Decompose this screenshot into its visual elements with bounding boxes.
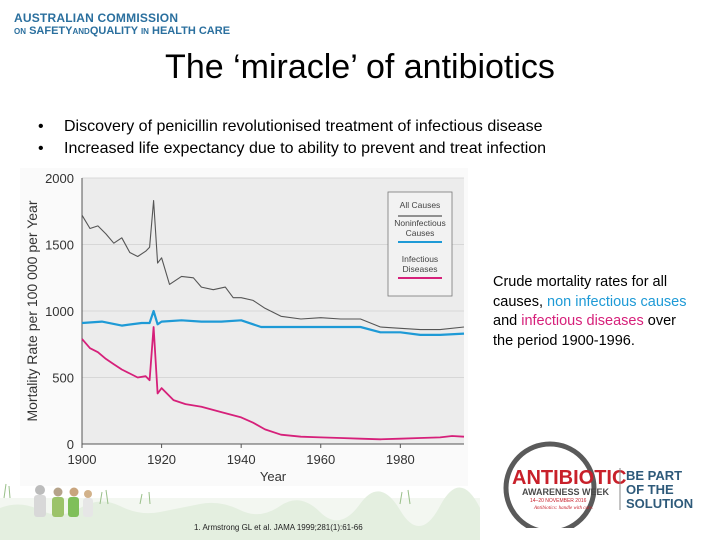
bullet-text: Discovery of penicillin revolutionised t… [64, 118, 543, 135]
commission-logo: AUSTRALIAN COMMISSION ON SAFETYANDQUALIT… [14, 12, 230, 38]
slogan-line-2: OF THE [626, 482, 674, 497]
bullet-dot: • [38, 118, 44, 135]
badge-word-antibiotic: ANTIBIOTIC [512, 467, 626, 489]
series-lines [81, 200, 465, 441]
caption-part-1: Crude mortality rates for all causes, [493, 274, 668, 310]
legend-entry: Noninfectious Causes [394, 218, 446, 238]
capsule-icon [503, 441, 597, 528]
bullet-item: • Discovery of penicillin revolutionised … [38, 116, 546, 138]
legend-entry: All Causes [400, 200, 441, 210]
slogan-line-1: BE PART [626, 468, 682, 483]
x-tick-label: 1920 [147, 452, 176, 467]
footer-illustration [0, 483, 480, 540]
chart-caption: Crude mortality rates for all causes, no… [493, 273, 693, 351]
legend: All Causes Noninfectious Causes Infectious D… [387, 191, 453, 297]
awareness-week-badge: ANTIBIOTIC AWARENESS WEEK 14–20 NOVEMBER… [503, 441, 693, 528]
x-tick-label: 1900 [68, 452, 97, 467]
logo-line-2: ON SAFETYANDQUALITY IN HEALTH CARE [14, 25, 230, 38]
bullet-list: • Discovery of penicillin revolutionised … [38, 116, 546, 160]
badge-tagline: Antibiotics: handle with care. [533, 506, 593, 511]
bullet-dot: • [38, 140, 44, 157]
logo-word-quality: QUALITY [89, 25, 138, 37]
logo-word-health-care: HEALTH CARE [152, 25, 231, 37]
bullet-text: Increased life expectancy due to ability… [64, 140, 547, 157]
tick-labels: 0 500 1000 1500 2000 1900 1920 1940 1960 1980 [45, 171, 415, 467]
x-axis-label: Year [260, 469, 287, 484]
slide-title: The ‘miracle’ of antibiotics [165, 48, 555, 86]
mortality-chart: 0 500 1000 1500 2000 1900 1920 1940 1960 1980 Mor… [20, 168, 468, 486]
series-all-causes [81, 200, 465, 331]
y-tick-label: 500 [52, 371, 74, 386]
legend-entry: Infectious Diseases [402, 254, 438, 274]
citation: 1. Armstrong GL et al. JAMA 1999;281(1):… [194, 523, 363, 532]
caption-part-5: over the period 1900-1996. [493, 313, 676, 349]
caption-infectious: infectious diseases [521, 313, 644, 329]
bullet-item: • Increased life expectancy due to abilit… [38, 138, 546, 160]
y-tick-label: 0 [67, 437, 74, 452]
people-icon [34, 485, 93, 517]
slogan-line-3: SOLUTION [626, 496, 693, 511]
footer-hills [0, 487, 480, 540]
series-infectious [81, 326, 465, 441]
logo-word-safety: SAFETY [29, 25, 73, 37]
caption-part-3: and [493, 313, 518, 329]
logo-word-and: AND [72, 27, 90, 36]
axes [81, 178, 464, 445]
y-tick-label: 1500 [45, 238, 74, 253]
x-tick-label: 1940 [227, 452, 256, 467]
grass-icon [3, 483, 411, 505]
x-tick-label: 1960 [306, 452, 335, 467]
logo-line-1: AUSTRALIAN COMMISSION [14, 11, 179, 25]
logo-word-on: ON [14, 27, 26, 36]
badge-dates: 14–20 NOVEMBER 2016 [530, 498, 587, 504]
y-axis-label: Mortality Rate per 100 000 per Year [24, 200, 40, 421]
y-tick-label: 2000 [45, 171, 74, 186]
caption-non-infectious: non infectious causes [547, 293, 687, 310]
logo-word-in: IN [140, 27, 149, 36]
badge-word-awareness-week: AWARENESS WEEK [522, 487, 610, 497]
series-non-infectious [81, 309, 465, 336]
x-tick-label: 1980 [386, 452, 415, 467]
y-tick-label: 1000 [45, 304, 74, 319]
